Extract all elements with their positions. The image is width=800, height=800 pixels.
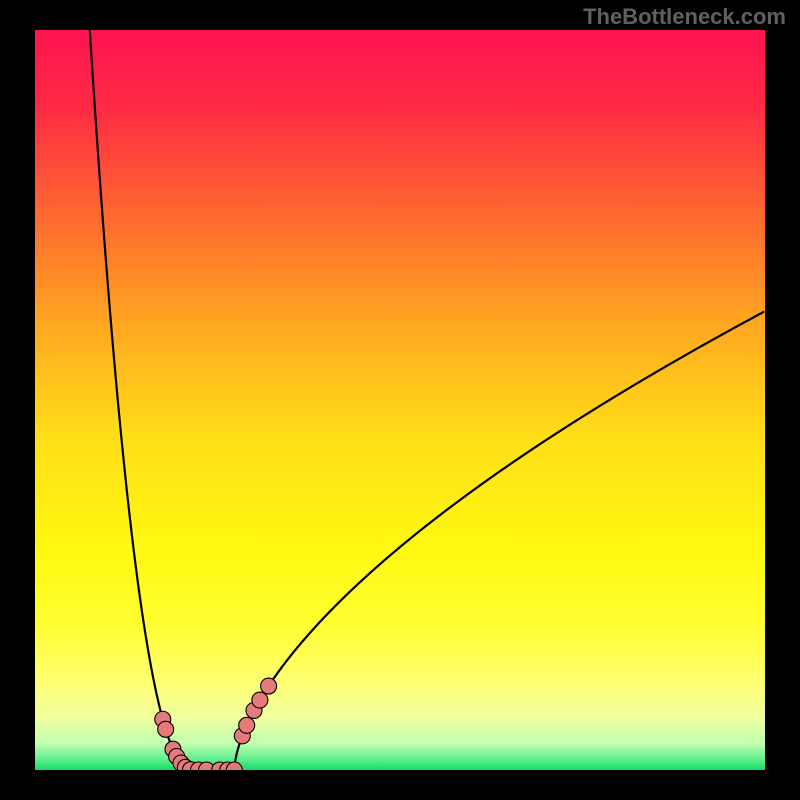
data-marker — [252, 692, 268, 708]
chart-svg — [35, 30, 765, 770]
gradient-background — [35, 30, 765, 770]
plot-area — [35, 30, 765, 770]
data-marker — [239, 717, 255, 733]
data-marker — [261, 678, 277, 694]
figure-outer: TheBottleneck.com — [0, 0, 800, 800]
data-marker — [158, 721, 174, 737]
watermark-text: TheBottleneck.com — [583, 4, 786, 30]
